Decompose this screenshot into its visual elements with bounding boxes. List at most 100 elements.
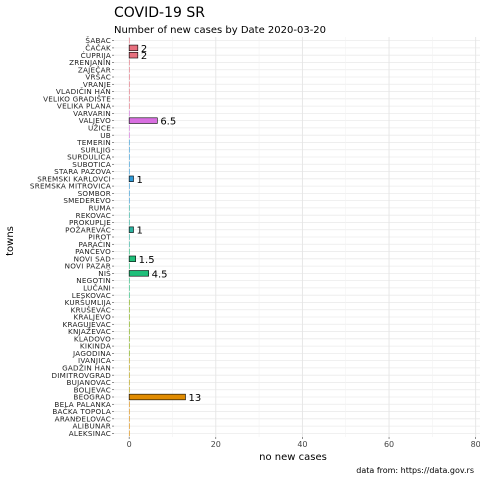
bar bbox=[129, 314, 130, 320]
x-tick-marks bbox=[128, 437, 476, 439]
y-tick-label: KIKINDA bbox=[80, 342, 111, 351]
bar-labels: 22 6.5 1 1 1.5 4.5 13 bbox=[136, 44, 201, 404]
y-tick-label: SMEDEREVO bbox=[63, 196, 111, 205]
bar bbox=[129, 88, 130, 95]
y-tick-label: ČAČAK bbox=[85, 44, 111, 53]
bar bbox=[129, 197, 130, 204]
bar bbox=[129, 154, 130, 160]
x-tick-label: 80 bbox=[471, 440, 480, 449]
y-tick-label: KLADOVO bbox=[74, 334, 111, 343]
bar bbox=[129, 132, 130, 139]
bar bbox=[129, 277, 130, 284]
bar bbox=[129, 248, 130, 255]
bar bbox=[129, 95, 130, 102]
bar bbox=[129, 379, 130, 386]
bar bbox=[129, 328, 130, 335]
y-tick-label: DIMITROVGRAD bbox=[51, 371, 111, 380]
y-tick-label: UB bbox=[100, 131, 111, 140]
bar bbox=[129, 59, 130, 66]
y-tick-label: IVANJICA bbox=[78, 356, 111, 365]
x-tick-label: 40 bbox=[297, 440, 307, 449]
bar bbox=[129, 241, 130, 248]
y-tick-label: PANČEVO bbox=[75, 247, 111, 256]
bar bbox=[129, 139, 130, 146]
bars bbox=[128, 37, 186, 437]
bar bbox=[129, 37, 130, 44]
bar bbox=[129, 357, 130, 364]
y-tick-label: PARAĆIN bbox=[78, 240, 111, 249]
bar bbox=[129, 66, 130, 73]
y-tick-label: REKOVAC bbox=[76, 211, 111, 220]
bar bbox=[128, 117, 158, 124]
y-tick-label: SREMSKA MITROVICA bbox=[30, 182, 111, 191]
bar bbox=[129, 415, 130, 422]
y-tick-label: GADŽIN HAN bbox=[62, 364, 111, 373]
y-tick-label: VRANJE bbox=[83, 80, 111, 89]
y-tick-label: VELIKA PLANA bbox=[57, 102, 111, 111]
y-tick-label: VALJEVO bbox=[79, 116, 111, 125]
bar bbox=[129, 408, 130, 415]
bar bbox=[129, 335, 130, 342]
bar bbox=[128, 270, 149, 277]
chart-subtitle: Number of new cases by Date 2020-03-20 bbox=[114, 25, 326, 36]
bar bbox=[129, 168, 130, 175]
bar-value-label: 6.5 bbox=[160, 117, 176, 128]
y-tick-label: ZAJEČAR bbox=[78, 65, 111, 74]
y-axis-label: towns bbox=[5, 226, 16, 256]
bar bbox=[129, 103, 130, 109]
bar bbox=[129, 292, 130, 299]
bar bbox=[128, 255, 136, 262]
bar bbox=[129, 183, 130, 189]
y-tick-label: JAGODINA bbox=[72, 349, 111, 358]
y-tick-label: NOVI PAZAR bbox=[65, 262, 111, 271]
bar-value-label: 4.5 bbox=[152, 269, 168, 280]
y-tick-label: ALIBUNAR bbox=[72, 422, 111, 431]
y-tick-labels: ŠABACČAČAKĆUPRIJAZRENJANINZAJEČARVRŠACVR… bbox=[30, 36, 111, 438]
y-tick-label: NOVI SAD bbox=[74, 254, 112, 263]
y-tick-label: VLADIČIN HAN bbox=[56, 87, 111, 96]
bar bbox=[129, 190, 130, 197]
bar bbox=[129, 212, 130, 219]
bar bbox=[129, 372, 130, 379]
bar bbox=[129, 146, 130, 153]
y-tick-label: POŽAREVAC bbox=[65, 225, 111, 234]
bar bbox=[129, 321, 130, 328]
bar bbox=[129, 219, 130, 226]
y-tick-label: VELIKO GRADIŠTE bbox=[43, 94, 111, 103]
bar bbox=[129, 306, 130, 313]
bar bbox=[129, 386, 130, 393]
y-tick-label: KRAGUJEVAC bbox=[63, 320, 111, 329]
bar bbox=[128, 175, 134, 182]
bar bbox=[129, 365, 130, 371]
x-tick-label: 60 bbox=[384, 440, 394, 449]
y-tick-label: LUČANI bbox=[83, 284, 111, 293]
bar-value-label: 1 bbox=[136, 226, 142, 237]
bar bbox=[129, 285, 130, 291]
y-tick-label: ĆUPRIJA bbox=[81, 51, 111, 60]
bar bbox=[129, 74, 130, 80]
x-tick-label: 0 bbox=[127, 440, 132, 449]
y-tick-label: ALEKSINAC bbox=[69, 429, 111, 438]
bar bbox=[129, 263, 130, 269]
y-tick-label: VRŠAC bbox=[85, 73, 111, 82]
bar-value-label: 13 bbox=[188, 393, 201, 404]
bar-value-label: 1.5 bbox=[139, 255, 155, 266]
y-tick-label: KRUŠEVAC bbox=[71, 305, 111, 314]
y-tick-label: LESKOVAC bbox=[72, 291, 111, 300]
y-tick-label: NIŠ bbox=[98, 269, 111, 278]
bar bbox=[129, 110, 130, 117]
bar bbox=[129, 299, 130, 306]
y-tick-label: SURDULICA bbox=[67, 153, 111, 162]
chart-title: COVID-19 SR bbox=[114, 5, 205, 21]
bar bbox=[129, 125, 130, 131]
y-tick-label: VARVARIN bbox=[73, 109, 111, 118]
y-tick-label: BEOGRAD bbox=[73, 393, 111, 402]
y-tick-label: PIROT bbox=[88, 233, 111, 242]
y-tick-label: NEGOTIN bbox=[76, 276, 111, 285]
gridlines bbox=[114, 37, 480, 437]
bar bbox=[128, 44, 139, 52]
bar-value-label: 1 bbox=[136, 175, 142, 186]
y-tick-label: SREMSKI KARLOVCI bbox=[37, 174, 111, 183]
y-tick-label: SOMBOR bbox=[78, 189, 111, 198]
